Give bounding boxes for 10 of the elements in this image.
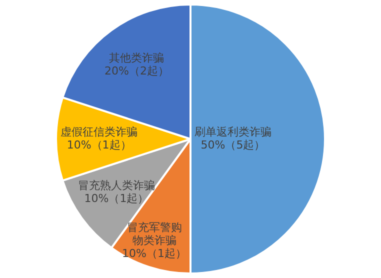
- slice-label: 刷单返利类诈骗: [194, 125, 272, 138]
- data-label: 10%（1起）: [66, 138, 132, 152]
- slice-label: 冒充军警购物类诈骗: [126, 221, 182, 248]
- data-label: 20%（2起）: [104, 64, 169, 78]
- data-label: 50%（5起）: [200, 138, 266, 152]
- slice-label: 其他类诈骗: [109, 51, 164, 64]
- slice-label: 冒充熟人类诈骗: [78, 179, 156, 192]
- data-label: 10%（1起）: [84, 192, 149, 206]
- slice-label: 虚假征信类诈骗: [60, 125, 138, 138]
- data-label: 10%（1起）: [122, 247, 187, 260]
